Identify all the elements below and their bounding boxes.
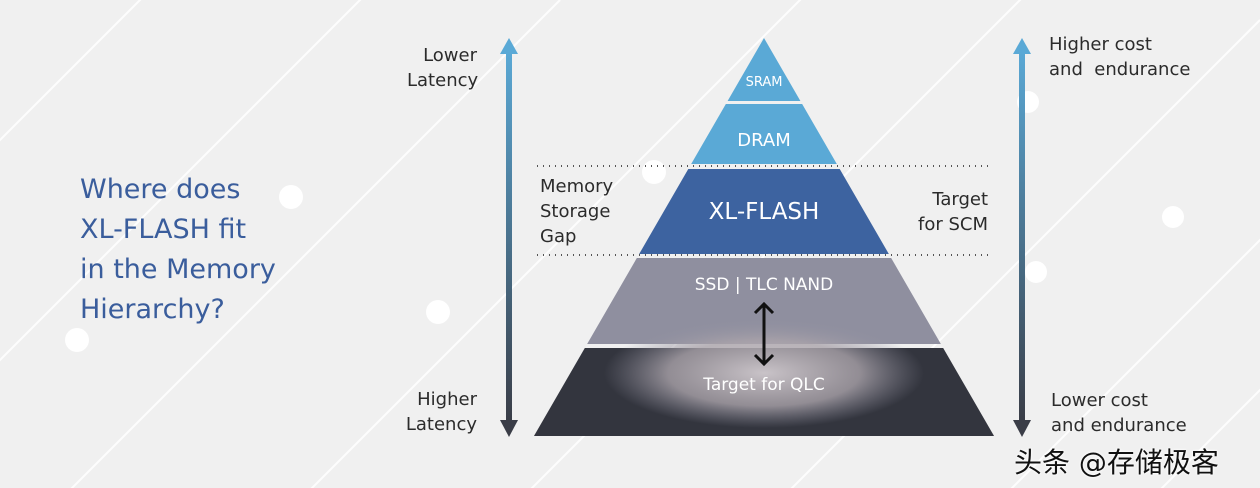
title-line: in the Memory bbox=[80, 254, 276, 285]
title-line: Where does bbox=[80, 174, 241, 205]
label-line: Latency bbox=[407, 70, 479, 91]
label-line: Memory bbox=[540, 176, 614, 197]
target-scm-label: Target for SCM bbox=[900, 187, 988, 237]
higher-latency-label: Higher Latency bbox=[400, 387, 477, 437]
label-line: Higher bbox=[417, 389, 477, 410]
title-line: Hierarchy? bbox=[80, 294, 225, 325]
label-line: Storage bbox=[540, 201, 611, 222]
label-line: Target bbox=[932, 189, 988, 210]
label-line: Lower bbox=[423, 45, 477, 66]
title-line: XL-FLASH fit bbox=[80, 214, 247, 245]
label-line: and endurance bbox=[1049, 59, 1191, 80]
higher-cost-label: Higher cost and endurance bbox=[1049, 32, 1190, 82]
latency-arrow bbox=[500, 38, 518, 437]
layer-sram bbox=[727, 38, 801, 101]
label-line: Latency bbox=[405, 414, 477, 435]
label-line: Higher cost bbox=[1049, 34, 1152, 55]
watermark: 头条 @存储极客 bbox=[1014, 446, 1219, 479]
layer-dram-label: DRAM bbox=[737, 130, 791, 151]
lower-cost-label: Lower cost and endurance bbox=[1051, 388, 1187, 438]
cost-arrow bbox=[1013, 38, 1031, 437]
layer-ssd-tlc-label: SSD | TLC NAND bbox=[694, 275, 834, 295]
pyramid bbox=[533, 38, 995, 436]
layer-xl-flash bbox=[639, 169, 889, 254]
page-title: Where does XL-FLASH fit in the Memory Hi… bbox=[80, 170, 276, 330]
label-line: Lower cost bbox=[1051, 390, 1148, 411]
label-line: for SCM bbox=[918, 214, 988, 235]
layer-sram-label: SRAM bbox=[745, 75, 783, 90]
lower-latency-label: Lower Latency bbox=[407, 43, 479, 93]
label-line: and endurance bbox=[1051, 415, 1187, 436]
layer-qlc-label: Target for QLC bbox=[703, 375, 825, 395]
memory-storage-gap-label: Memory Storage Gap bbox=[540, 174, 613, 249]
background-dots bbox=[65, 91, 1184, 352]
label-line: Gap bbox=[540, 226, 577, 247]
qlc-glow bbox=[604, 318, 924, 428]
layer-ssd-tlc bbox=[587, 258, 941, 344]
double-arrow-icon bbox=[753, 301, 775, 367]
layer-dram bbox=[691, 104, 837, 164]
layer-xl-flash-label: XL-FLASH bbox=[708, 199, 820, 225]
